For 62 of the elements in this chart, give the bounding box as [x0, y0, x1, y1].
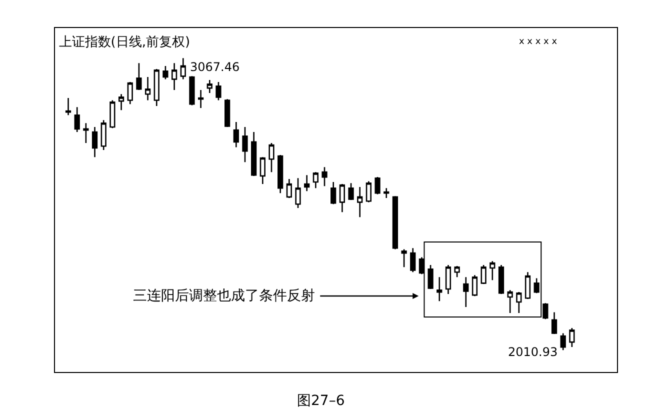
candlestick: [392, 195, 398, 250]
candlestick: [436, 276, 442, 302]
candlestick: [569, 327, 575, 348]
candlestick: [295, 178, 301, 209]
annotation: 2010.93: [508, 345, 558, 359]
candlestick: [154, 68, 160, 107]
candlestick: [127, 81, 133, 105]
candlestick: [136, 62, 142, 91]
candlestick: [480, 264, 486, 285]
candlestick: [92, 126, 98, 158]
text: x x x x x: [519, 37, 558, 47]
candlestick: [366, 180, 372, 203]
candlestick: [330, 181, 336, 205]
candlestick: [65, 97, 72, 116]
candlestick: [490, 260, 496, 281]
candlestick: [507, 289, 513, 314]
annotation: 3067.46: [190, 60, 240, 74]
candlestick: [198, 89, 204, 109]
candlestick: [260, 156, 266, 185]
candlestick: [322, 166, 328, 187]
chart-title: 上证指数(日线,前复权): [58, 34, 190, 50]
candlestick: [171, 62, 178, 91]
candlestick: [242, 126, 248, 163]
candlestick: [428, 264, 434, 290]
candlestick: [472, 274, 478, 297]
candlestick: [410, 247, 416, 273]
candlestick: [268, 142, 274, 173]
candlestick: [206, 79, 212, 94]
candlestick: [144, 76, 151, 101]
candlestick: [251, 131, 257, 177]
candlestick: [357, 186, 363, 218]
candlestick: [374, 176, 380, 195]
candlestick: [348, 182, 354, 201]
candlestick: [516, 291, 522, 314]
candlestick: [445, 264, 452, 295]
candlestick: [498, 264, 504, 295]
candlestick: [560, 332, 566, 351]
candlestick: [339, 183, 345, 213]
candlestick: [189, 76, 195, 106]
candlestick: [180, 57, 186, 80]
candlestick: [401, 248, 407, 268]
candlestick: [454, 265, 460, 278]
candlestick: [224, 98, 230, 128]
candlestick: [534, 278, 540, 294]
candlestick: [312, 171, 318, 189]
candlestick: [162, 65, 168, 80]
caption: 图27–6: [297, 393, 345, 409]
candlestick: [233, 121, 239, 148]
candlestick: [551, 312, 558, 335]
candlestick: [216, 81, 222, 101]
candlestick: [286, 178, 292, 199]
candlestick: [304, 174, 310, 192]
candlestick: [74, 106, 80, 133]
candlestick: [384, 187, 390, 199]
candlestick: [110, 100, 116, 129]
candlestick: [100, 119, 106, 151]
candlestick: [278, 154, 284, 194]
candlestick: [83, 122, 89, 144]
annotation: 三连阳后调整也成了条件反射: [133, 288, 315, 304]
candlestick: [118, 93, 124, 111]
candlestick: [524, 271, 531, 300]
candlestick: [463, 276, 469, 308]
